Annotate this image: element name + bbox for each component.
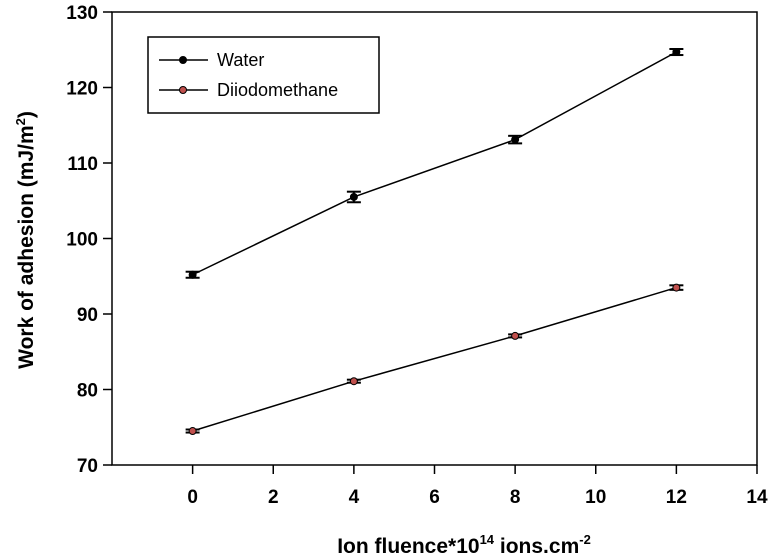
series-0-point-3 [672, 48, 681, 57]
legend-label-1: Diiodomethane [217, 80, 338, 100]
x-tick-label-4: 8 [510, 487, 521, 508]
series-0 [185, 47, 684, 279]
x-axis-title: Ion fluence*1014 ions.cm-2 [337, 532, 591, 553]
y-tick-label-2: 90 [77, 305, 98, 326]
series-layer [185, 47, 684, 436]
series-1 [185, 283, 684, 436]
series-0-point-0 [188, 270, 197, 279]
series-1-point-0 [188, 427, 197, 436]
legend-label-0: Water [217, 50, 264, 70]
series-0-point-2 [511, 135, 520, 144]
legend-marker-1 [179, 86, 187, 94]
legend-marker-0 [179, 56, 187, 64]
series-0-line [192, 51, 677, 276]
series-1-line [192, 286, 677, 432]
x-tick-label-0: 0 [187, 487, 198, 508]
x-tick-label-7: 14 [746, 487, 768, 508]
x-tick-label-3: 6 [429, 487, 440, 508]
x-tick-label-6: 12 [666, 487, 687, 508]
x-ticks: 0 2 4 6 8 10 12 14 [187, 465, 768, 508]
y-tick-label-0: 70 [77, 456, 98, 477]
y-tick-label-5: 120 [66, 79, 98, 100]
series-1-point-1 [349, 377, 358, 386]
y-tick-label-1: 80 [77, 381, 98, 402]
series-1-point-2 [511, 331, 520, 340]
legend-box [147, 36, 380, 114]
legend: Water Diiodomethane [147, 36, 380, 114]
y-tick-label-6: 130 [66, 3, 98, 24]
y-axis-title: Work of adhesion (mJ/m2) [13, 111, 38, 369]
y-ticks: 70 80 90 100 110 120 130 [66, 3, 112, 477]
x-tick-label-1: 2 [268, 487, 279, 508]
series-1-point-3 [672, 283, 681, 292]
series-0-point-1 [349, 192, 358, 201]
y-tick-label-3: 100 [66, 230, 98, 251]
x-tick-label-2: 4 [349, 487, 360, 508]
x-tick-label-5: 10 [585, 487, 606, 508]
y-tick-label-4: 110 [67, 154, 98, 175]
